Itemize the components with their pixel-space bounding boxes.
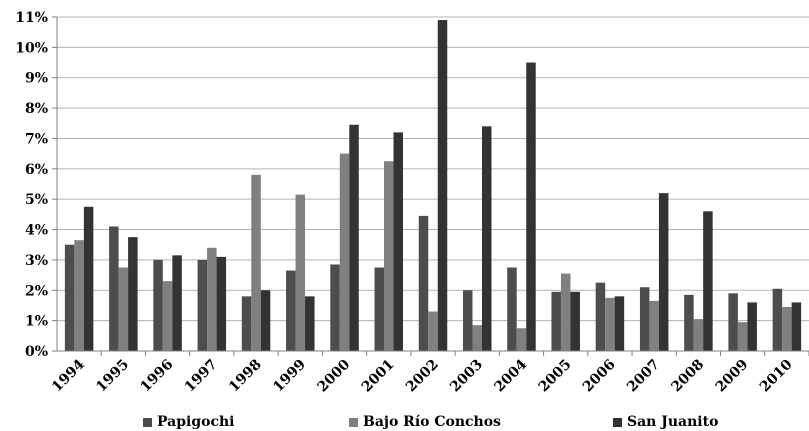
bars: [64, 20, 802, 352]
legend-item-bajo-rio-conchos: Bajo Río Conchos: [349, 414, 501, 430]
legend-swatch-bajo-rio-conchos: [349, 417, 358, 427]
bar-san-juanito-2002: [437, 20, 448, 351]
bar-bajo-r-o-conchos-2005: [560, 273, 571, 351]
bar-papigochi-2005: [551, 291, 561, 351]
bar-papigochi-2002: [418, 215, 429, 351]
legend-label-bajo-rio-conchos: Bajo Río Conchos: [363, 414, 501, 430]
y-tick-label: 8%: [25, 101, 48, 117]
y-tick-label: 3%: [25, 253, 48, 269]
bar-papigochi-2001: [374, 267, 385, 351]
x-tick-label: 2003: [447, 357, 486, 396]
bar-bajo-r-o-conchos-1999: [295, 194, 306, 351]
bar-papigochi-2008: [684, 294, 694, 351]
y-tick-label: 2%: [25, 283, 48, 299]
bar-bajo-r-o-conchos-1997: [207, 247, 217, 351]
bar-bajo-r-o-conchos-2009: [737, 322, 748, 351]
bar-bajo-r-o-conchos-2010: [782, 306, 792, 351]
bar-san-juanito-1996: [172, 255, 182, 351]
bar-san-juanito-1995: [128, 237, 138, 351]
bar-san-juanito-2001: [393, 132, 404, 351]
bar-chart: 0%1%2%3%4%5%6%7%8%9%10%11% 1994 1995 1996 1…: [15, 10, 809, 395]
bar-san-juanito-2010: [791, 302, 802, 351]
legend-swatch-papigochi: [143, 417, 152, 427]
x-tick-label: 2001: [359, 357, 398, 396]
y-tick-label: 5%: [25, 192, 48, 208]
y-tick-label: 7%: [25, 131, 48, 147]
x-tick-label: 1994: [49, 356, 88, 395]
bar-san-juanito-2003: [481, 126, 492, 352]
x-tick-label: 2008: [668, 357, 707, 396]
y-tick-label: 6%: [25, 162, 48, 178]
bar-bajo-r-o-conchos-2004: [516, 328, 527, 351]
x-tick-label: 2009: [713, 357, 752, 396]
bar-papigochi-1997: [197, 259, 208, 351]
bar-papigochi-1994: [64, 244, 75, 351]
bar-papigochi-2003: [462, 290, 473, 351]
bar-papigochi-1995: [109, 226, 119, 351]
x-tick-label: 1996: [138, 357, 177, 396]
x-tick-label: 2004: [491, 356, 530, 395]
x-tick-labels: 1994 1995 1996 1997 1998 1999 2000 2001 2002 2003…: [49, 356, 796, 395]
bar-papigochi-2010: [772, 288, 783, 351]
bar-bajo-r-o-conchos-1996: [162, 281, 173, 351]
x-tick-label: 2007: [624, 357, 663, 396]
bar-bajo-r-o-conchos-2000: [339, 153, 350, 351]
bar-san-juanito-2004: [526, 62, 536, 351]
x-tick-label: 2000: [314, 356, 353, 395]
x-tick-label: 2002: [403, 357, 442, 396]
x-tick-label: 2010: [757, 356, 796, 395]
legend-swatch-san-juanito: [613, 417, 622, 427]
legend-item-papigochi: Papigochi: [143, 414, 234, 430]
bar-san-juanito-1999: [305, 296, 315, 351]
bar-san-juanito-2000: [349, 124, 359, 351]
bar-bajo-r-o-conchos-2003: [472, 325, 482, 351]
x-tick-label: 1995: [93, 357, 132, 396]
bar-bajo-r-o-conchos-2008: [693, 319, 704, 351]
bar-san-juanito-2007: [658, 193, 669, 351]
x-tick-label: 1998: [226, 357, 265, 396]
bar-san-juanito-1994: [83, 206, 94, 351]
x-tick-label: 1999: [270, 357, 309, 396]
bar-bajo-r-o-conchos-2006: [605, 297, 615, 351]
legend-label-san-juanito: San Juanito: [627, 414, 719, 430]
bar-san-juanito-2008: [703, 211, 713, 351]
legend-label-papigochi: Papigochi: [157, 414, 235, 430]
bar-san-juanito-2006: [614, 296, 625, 351]
bar-bajo-r-o-conchos-1998: [251, 174, 261, 351]
bar-bajo-r-o-conchos-2001: [384, 161, 394, 351]
legend: Papigochi Bajo Río Conchos San Juanito: [0, 412, 809, 431]
legend-item-san-juanito: San Juanito: [613, 414, 718, 430]
axes: [52, 16, 809, 356]
bar-bajo-r-o-conchos-2002: [428, 311, 438, 351]
x-tick-label: 1997: [182, 357, 221, 396]
bar-papigochi-2004: [507, 267, 517, 351]
bar-bajo-r-o-conchos-2007: [649, 300, 659, 351]
bar-papigochi-1996: [153, 259, 163, 351]
bar-san-juanito-2005: [570, 291, 580, 351]
y-tick-label: 1%: [25, 314, 48, 330]
y-tick-label: 4%: [25, 223, 48, 239]
bar-papigochi-1998: [241, 296, 252, 351]
y-tick-label: 10%: [15, 40, 48, 56]
y-tick-label: 0%: [25, 344, 48, 360]
y-tick-labels: 0% 1% 2% 3% 4% 5% 6% 7% 8% 9% 10% 11%: [15, 10, 48, 360]
y-tick-label: 11%: [15, 10, 48, 26]
bar-san-juanito-1998: [260, 290, 271, 351]
bar-bajo-r-o-conchos-1994: [74, 240, 84, 351]
bar-san-juanito-1997: [216, 256, 227, 351]
gridlines: [57, 16, 809, 322]
x-tick-label: 2005: [536, 357, 575, 396]
bar-papigochi-2006: [595, 282, 606, 351]
bar-papigochi-2007: [639, 287, 650, 351]
bar-bajo-r-o-conchos-1995: [118, 267, 129, 351]
x-tick-label: 2006: [580, 357, 619, 396]
bar-papigochi-2009: [728, 293, 738, 351]
bar-san-juanito-2009: [747, 302, 757, 351]
bar-papigochi-1999: [286, 270, 296, 351]
y-tick-label: 9%: [25, 71, 48, 87]
bar-papigochi-2000: [330, 264, 340, 351]
